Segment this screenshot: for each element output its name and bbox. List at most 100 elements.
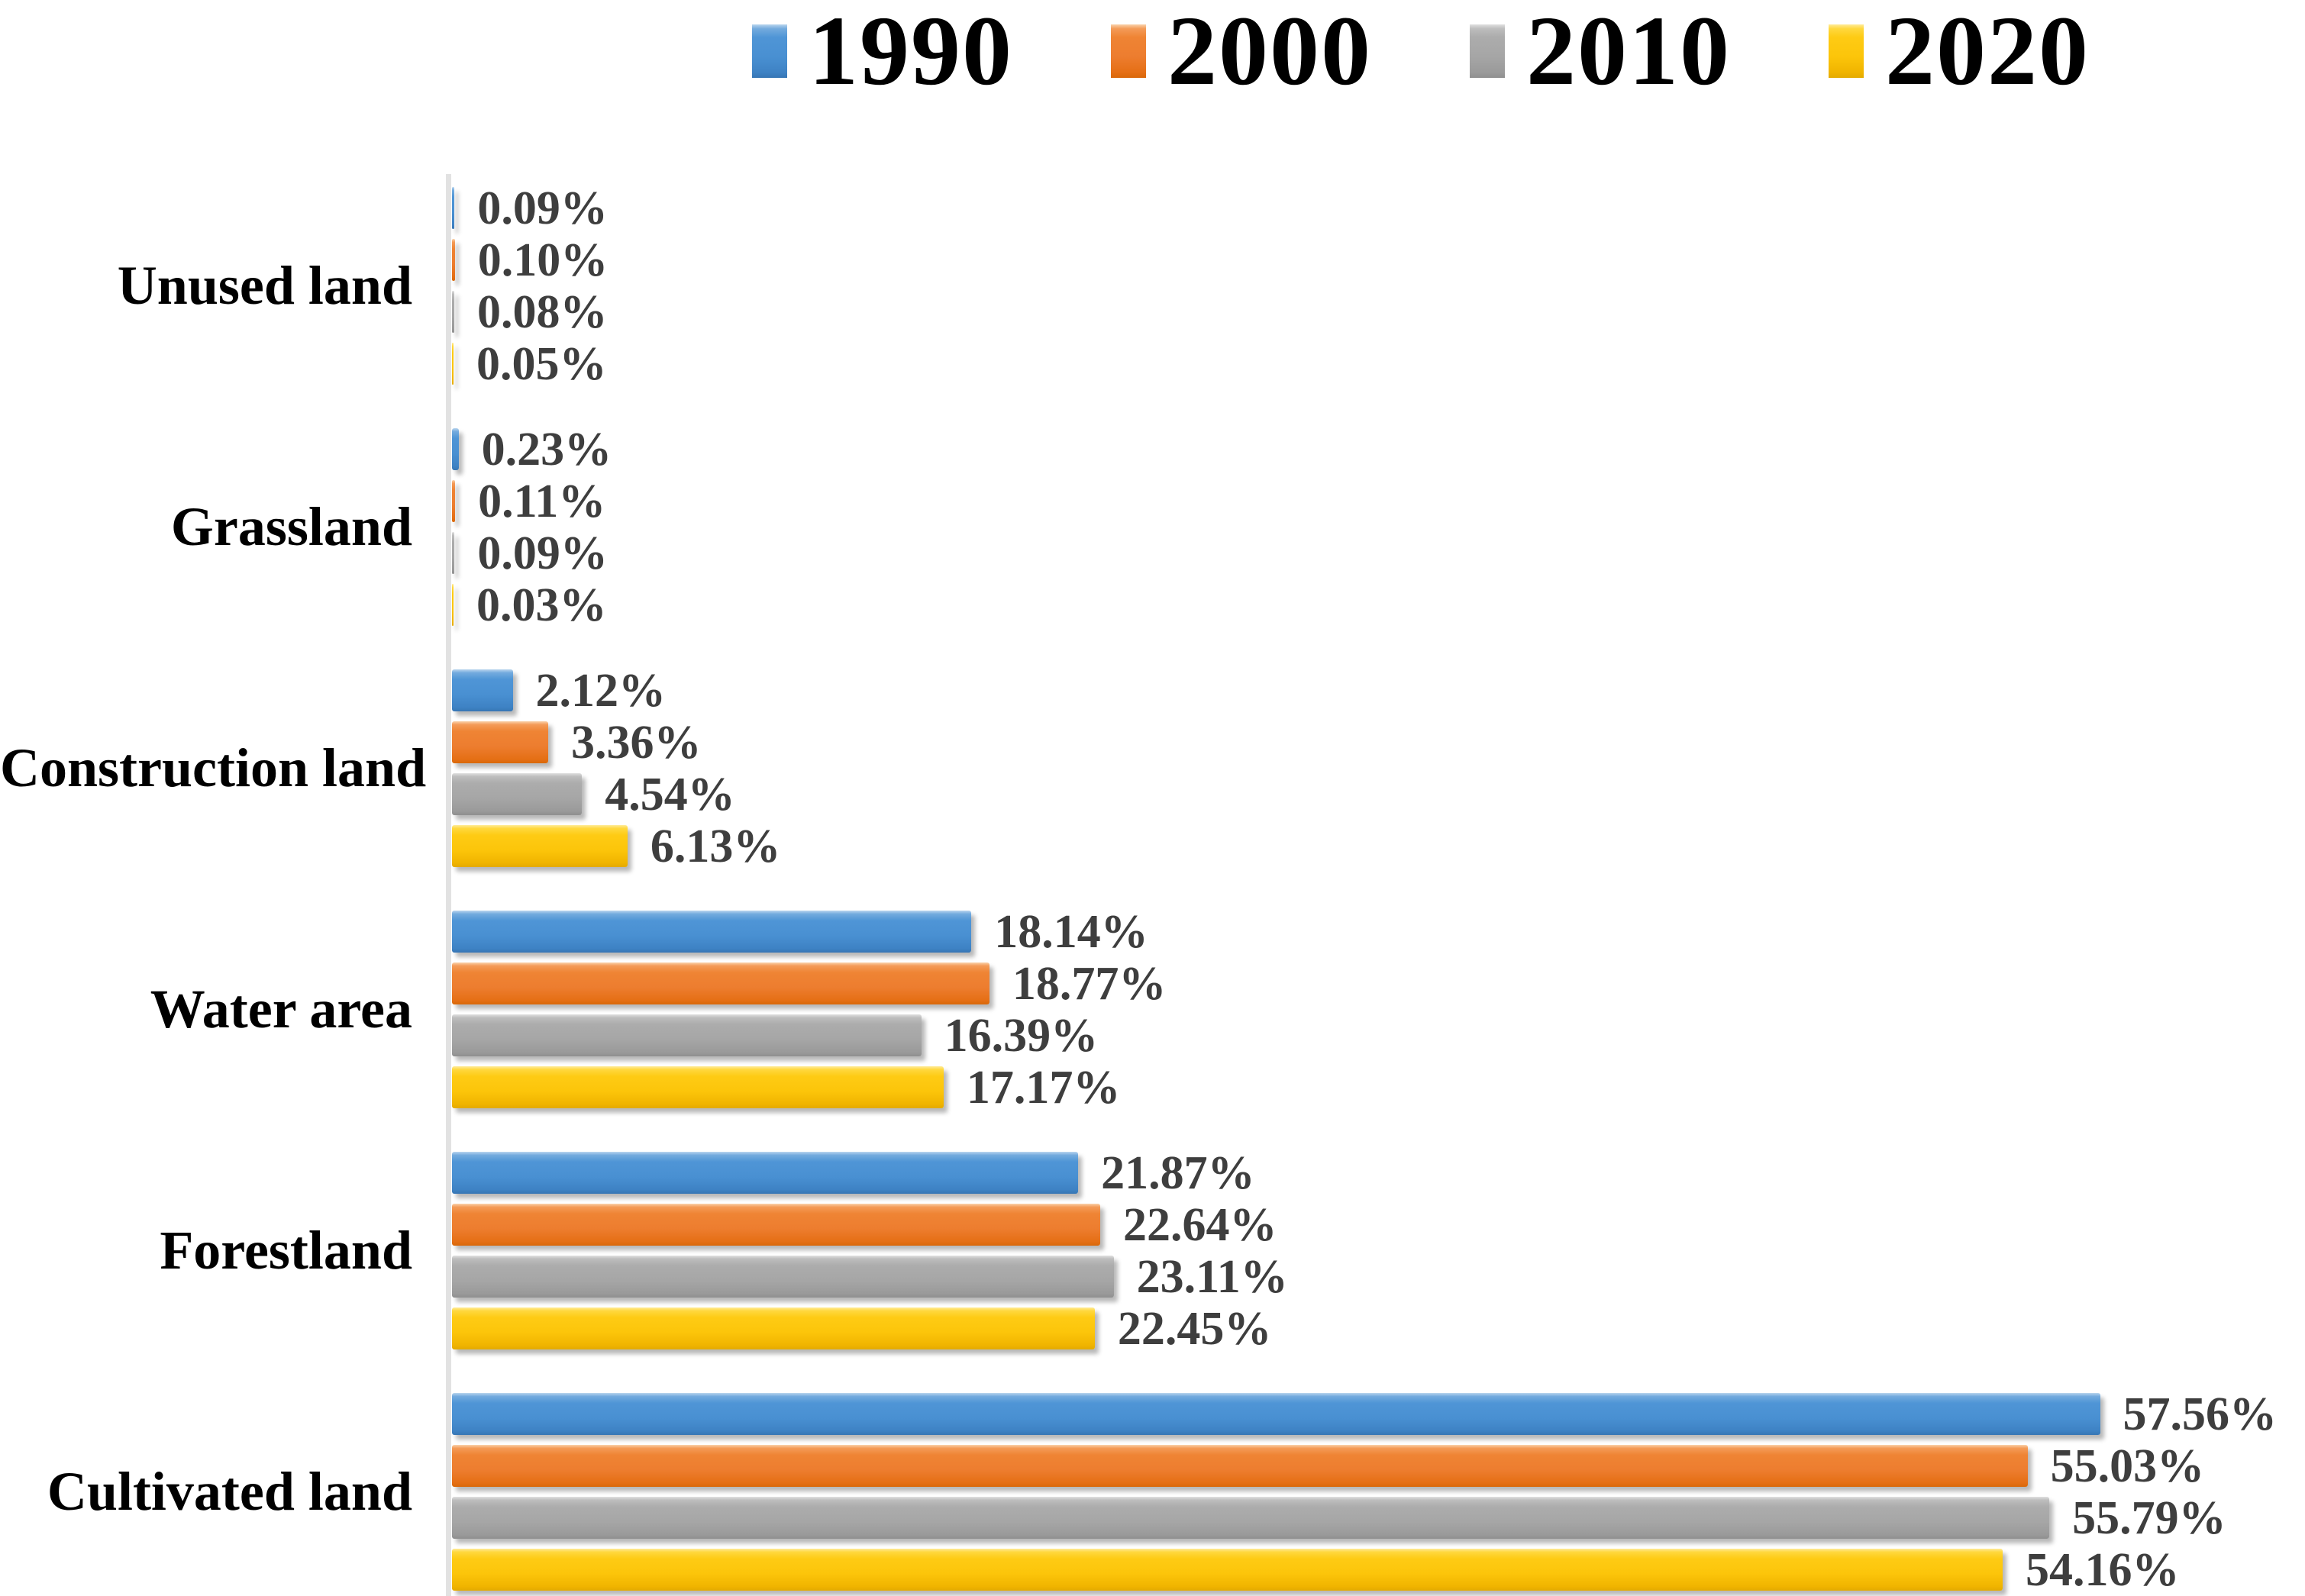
bar-group-cultivated-land: 57.56% 55.03% 55.79% 54.16% xyxy=(452,1388,2305,1596)
bar-2020-water-area xyxy=(452,1066,944,1108)
category-label-unused-land: Unused land xyxy=(117,254,412,316)
legend-swatch-icon xyxy=(1470,24,1505,78)
bar-row: 57.56% xyxy=(452,1388,2305,1440)
bar-2000-forestland xyxy=(452,1204,1100,1246)
value-label: 23.11% xyxy=(1136,1250,1288,1303)
legend-label: 1990 xyxy=(809,0,1013,106)
bar-row: 3.36% xyxy=(452,716,2305,769)
legend-label: 2000 xyxy=(1167,0,1372,106)
bar-row: 17.17% xyxy=(452,1061,2305,1114)
bar-2010-forestland xyxy=(452,1256,1114,1298)
bar-row: 2.12% xyxy=(452,664,2305,717)
bar-2000-unused-land xyxy=(452,239,455,281)
legend-item-2000: 2000 xyxy=(1111,2,1372,101)
value-label: 0.03% xyxy=(476,579,607,631)
value-label: 6.13% xyxy=(650,820,781,872)
bar-2000-construction-land xyxy=(452,721,548,763)
bar-row: 0.08% xyxy=(452,285,2305,338)
bar-2000-cultivated-land xyxy=(452,1445,2028,1487)
bar-group-construction-land: 2.12% 3.36% 4.54% 6.13% xyxy=(452,664,2305,872)
category-label-water-area: Water area xyxy=(150,978,412,1040)
bar-2020-forestland xyxy=(452,1307,1095,1349)
bar-2010-cultivated-land xyxy=(452,1497,2050,1539)
bar-row: 55.79% xyxy=(452,1491,2305,1544)
value-label: 0.09% xyxy=(477,182,608,234)
legend-swatch-icon xyxy=(1829,24,1864,78)
bar-row: 22.45% xyxy=(452,1305,2305,1353)
value-label: 21.87% xyxy=(1101,1146,1255,1199)
legend-label: 2010 xyxy=(1526,0,1731,106)
value-label: 0.09% xyxy=(477,527,608,579)
legend-item-2010: 2010 xyxy=(1470,2,1731,101)
bar-2020-grassland xyxy=(452,584,454,626)
legend-item-1990: 1990 xyxy=(752,2,1013,101)
bar-row: 16.39% xyxy=(452,1009,2305,1062)
value-label: 2.12% xyxy=(535,664,667,717)
bar-row: 4.54% xyxy=(452,768,2305,821)
value-label: 0.11% xyxy=(478,475,606,527)
bar-2000-water-area xyxy=(452,962,989,1004)
legend-item-2020: 2020 xyxy=(1829,2,2090,101)
value-label: 22.64% xyxy=(1123,1198,1277,1251)
bar-2010-construction-land xyxy=(452,773,583,815)
value-label: 57.56% xyxy=(2123,1388,2278,1440)
value-label: 55.03% xyxy=(2050,1440,2205,1492)
category-label-grassland: Grassland xyxy=(170,495,412,557)
value-label: 0.23% xyxy=(481,423,612,476)
y-axis-line xyxy=(446,174,451,1596)
bar-row: 0.11% xyxy=(452,475,2305,527)
value-label: 4.54% xyxy=(605,768,735,821)
bar-2020-unused-land xyxy=(452,343,454,385)
bar-2010-water-area xyxy=(452,1014,922,1056)
legend: 1990 2000 2010 2020 xyxy=(752,2,2090,101)
value-label: 54.16% xyxy=(2026,1543,2180,1596)
bar-2010-unused-land xyxy=(452,291,454,333)
category-label-construction-land: Construction land xyxy=(0,737,427,798)
value-label: 18.77% xyxy=(1012,957,1167,1010)
bar-row: 21.87% xyxy=(452,1146,2305,1199)
bar-row: 54.16% xyxy=(452,1543,2305,1596)
value-label: 22.45% xyxy=(1117,1302,1272,1355)
legend-swatch-icon xyxy=(1111,24,1146,78)
bar-row: 0.09% xyxy=(452,527,2305,579)
bar-1990-cultivated-land xyxy=(452,1393,2100,1435)
value-label: 0.05% xyxy=(476,337,607,390)
value-label: 0.10% xyxy=(477,234,609,286)
category-label-forestland: Forestland xyxy=(160,1219,412,1281)
bar-chart-plot-area: Unused land 0.09% 0.10% 0.08% 0.05% Grassland… xyxy=(0,182,2305,1596)
value-label: 3.36% xyxy=(571,716,702,769)
bar-1990-forestland xyxy=(452,1152,1079,1194)
bar-1990-construction-land xyxy=(452,669,513,711)
bar-row: 6.13% xyxy=(452,820,2305,872)
value-label: 16.39% xyxy=(944,1009,1099,1062)
bar-row: 55.03% xyxy=(452,1440,2305,1492)
legend-label: 2020 xyxy=(1885,0,2090,106)
bar-2010-grassland xyxy=(452,532,455,574)
bar-2020-cultivated-land xyxy=(452,1549,2003,1591)
value-label: 18.14% xyxy=(994,905,1148,958)
value-label: 55.79% xyxy=(2072,1491,2226,1544)
bar-group-unused-land: 0.09% 0.10% 0.08% 0.05% xyxy=(452,182,2305,390)
bar-group-water-area: 18.14% 18.77% 16.39% 17.17% xyxy=(452,905,2305,1114)
bar-1990-water-area xyxy=(452,911,972,953)
bar-2000-grassland xyxy=(452,480,456,522)
bar-row: 22.64% xyxy=(452,1198,2305,1251)
bar-2020-construction-land xyxy=(452,825,628,867)
bar-group-forestland: 21.87% 22.64% 23.11% 22.45% xyxy=(452,1146,2305,1353)
bar-row: 18.77% xyxy=(452,960,2305,1008)
bar-row: 18.14% xyxy=(452,905,2305,958)
bar-row: 0.05% xyxy=(452,337,2305,390)
bar-group-grassland: 0.23% 0.11% 0.09% 0.03% xyxy=(452,423,2305,631)
bar-row: 0.09% xyxy=(452,182,2305,234)
bar-row: 0.03% xyxy=(452,579,2305,631)
legend-swatch-icon xyxy=(752,24,787,78)
bar-row: 23.11% xyxy=(452,1250,2305,1303)
bar-row: 0.23% xyxy=(452,423,2305,476)
bar-1990-unused-land xyxy=(452,187,455,229)
bar-row: 0.10% xyxy=(452,234,2305,286)
value-label: 17.17% xyxy=(966,1061,1121,1114)
value-label: 0.08% xyxy=(477,285,608,338)
category-label-cultivated-land: Cultivated land xyxy=(47,1460,412,1522)
bar-1990-grassland xyxy=(452,428,459,470)
